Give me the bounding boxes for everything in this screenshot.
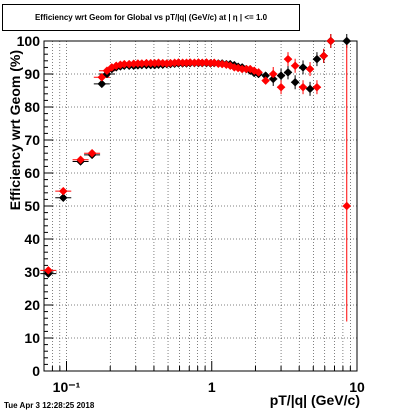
axis-ticks [43, 40, 358, 372]
red-series-point [342, 201, 352, 211]
red-series-point [312, 82, 322, 92]
footer-timestamp: Tue Apr 3 12:28:25 2018 [4, 401, 95, 410]
tick-labels: 0 10 20 30 40 50 60 70 80 90 100 10⁻¹ 1 10 [17, 33, 365, 395]
x-tick-label: 1 [208, 379, 216, 395]
red-series-point [261, 76, 271, 85]
x-tick-label: 10 [349, 379, 365, 395]
red-series-point [276, 82, 286, 92]
y-tick-label: 50 [24, 198, 40, 214]
y-tick-label: 70 [24, 132, 40, 148]
y-tick-label: 0 [32, 363, 40, 379]
black-series-point [342, 36, 352, 46]
red-series-point [319, 51, 329, 61]
y-tick-label: 60 [24, 165, 40, 181]
chart-title-box: Efficiency wrt Geom for Global vs pT/|q|… [2, 4, 300, 31]
y-tick-label: 30 [24, 264, 40, 280]
y-axis-title: Efficiency wrt Geom (%) [7, 50, 23, 210]
red-series-point [268, 69, 278, 79]
black-series-point [283, 67, 293, 77]
black-series-point [97, 79, 107, 89]
y-tick-label: 10 [24, 330, 40, 346]
data-markers [43, 36, 352, 279]
red-series-point [290, 61, 300, 71]
y-tick-label: 80 [24, 99, 40, 115]
grid-lines [43, 40, 358, 372]
red-series-point [283, 54, 293, 64]
black-series-point [276, 71, 286, 81]
error-bars [40, 34, 351, 322]
y-tick-label: 100 [17, 33, 41, 49]
black-series-point [58, 193, 68, 203]
y-tick-label: 40 [24, 231, 40, 247]
black-series-point [298, 63, 308, 72]
red-series-point [43, 265, 53, 275]
black-series-point [290, 77, 300, 87]
red-series-point [58, 186, 68, 196]
chart-title: Efficiency wrt Geom for Global vs pT/|q|… [34, 13, 268, 22]
black-series-point [305, 84, 315, 94]
red-series-point [298, 82, 308, 92]
red-series-point [97, 72, 107, 82]
red-series-point [76, 155, 85, 165]
x-axis-title: pT/|q| (GeV/c) [270, 392, 360, 408]
red-series-point [87, 148, 97, 158]
red-series-point [249, 66, 259, 76]
black-series-point [312, 54, 322, 64]
y-tick-label: 20 [24, 297, 40, 313]
red-series-point [254, 67, 263, 77]
x-tick-label: 10⁻¹ [53, 379, 81, 395]
y-tick-label: 90 [24, 66, 40, 82]
red-series-point [326, 36, 336, 46]
black-series-point [268, 74, 278, 84]
red-series-point [305, 64, 315, 74]
